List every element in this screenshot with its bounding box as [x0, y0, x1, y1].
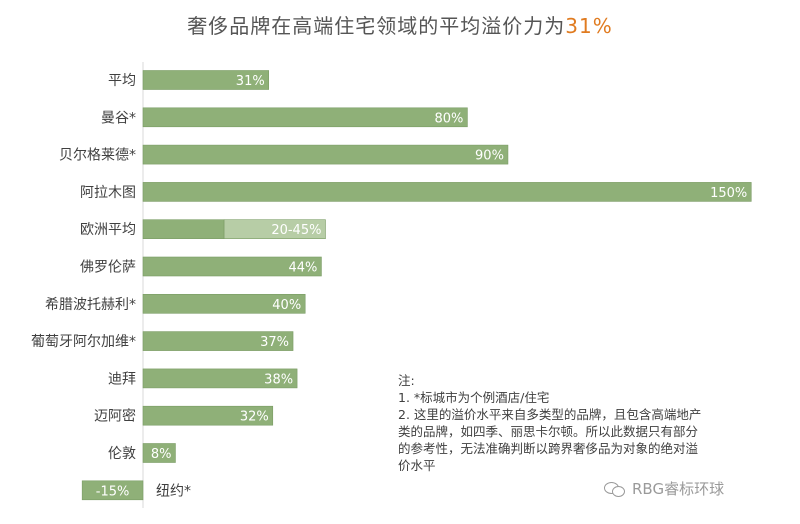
data-label: 37% [260, 335, 289, 350]
watermark-text: RBG睿标环球 [632, 480, 725, 498]
category-label: 阿拉木图 [80, 185, 136, 201]
category-label: 欧洲平均 [80, 222, 136, 238]
bar [142, 405, 274, 426]
category-label: 葡萄牙阿尔加维* [31, 334, 136, 350]
data-label: 32% [240, 410, 269, 425]
data-label: 90% [475, 149, 504, 164]
data-label: 38% [264, 372, 293, 387]
data-label: 8% [151, 447, 172, 462]
notes-line-1: 1. *标城市为个例酒店/住宅 [398, 390, 550, 405]
data-label: 20-45% [271, 223, 321, 238]
data-label: 31% [236, 74, 265, 89]
bar [142, 70, 270, 90]
bar [142, 368, 298, 389]
category-label: 伦敦 [108, 446, 136, 462]
category-label: 曼谷* [101, 110, 136, 126]
notes-line-2d: 价水平 [398, 458, 436, 473]
category-label: 平均 [108, 73, 136, 89]
category-label: 迈阿密 [94, 408, 136, 425]
watermark: RBG睿标环球 [604, 478, 724, 499]
bar [142, 107, 468, 128]
category-label: 希腊波托赫利* [45, 297, 136, 313]
category-label: 贝尔格莱德* [59, 148, 136, 164]
bar [81, 480, 144, 501]
bar-range-extension [223, 219, 326, 239]
bar [142, 256, 322, 277]
bar [142, 443, 176, 463]
chart-title-highlight: 31% [565, 14, 613, 38]
notes-line-2a: 2. 这里的溢价水平来自多类型的品牌，且包含高端地产 [398, 407, 702, 422]
bar [142, 219, 225, 239]
data-label: 40% [272, 298, 301, 313]
chart-notes: 注: 1. *标城市为个例酒店/住宅 2. 这里的溢价水平来自多类型的品牌，且包… [398, 372, 778, 474]
category-label: 佛罗伦萨 [80, 260, 136, 276]
chart-title-main: 奢侈品牌在高端住宅领域的平均溢价力为 [187, 14, 566, 38]
category-label: 迪拜 [108, 371, 136, 387]
notes-line-2c: 的参考性，无法准确判断以跨界奢侈品为对象的绝对溢 [398, 441, 699, 456]
notes-heading: 注: [398, 373, 415, 388]
category-label: 纽约* [156, 483, 191, 499]
data-label: 150% [710, 186, 747, 201]
bar [142, 182, 752, 202]
data-label: -15% [96, 484, 130, 499]
bar [142, 293, 306, 314]
bar [142, 144, 509, 165]
chart-title: 奢侈品牌在高端住宅领域的平均溢价力为31% [0, 10, 800, 39]
bar [142, 331, 294, 351]
wechat-icon [604, 481, 626, 497]
data-label: 80% [434, 111, 463, 126]
notes-line-2b: 类的品牌，如四季、丽思卡尔顿。所以此数据只有部分 [398, 424, 699, 439]
data-label: 44% [289, 261, 318, 276]
